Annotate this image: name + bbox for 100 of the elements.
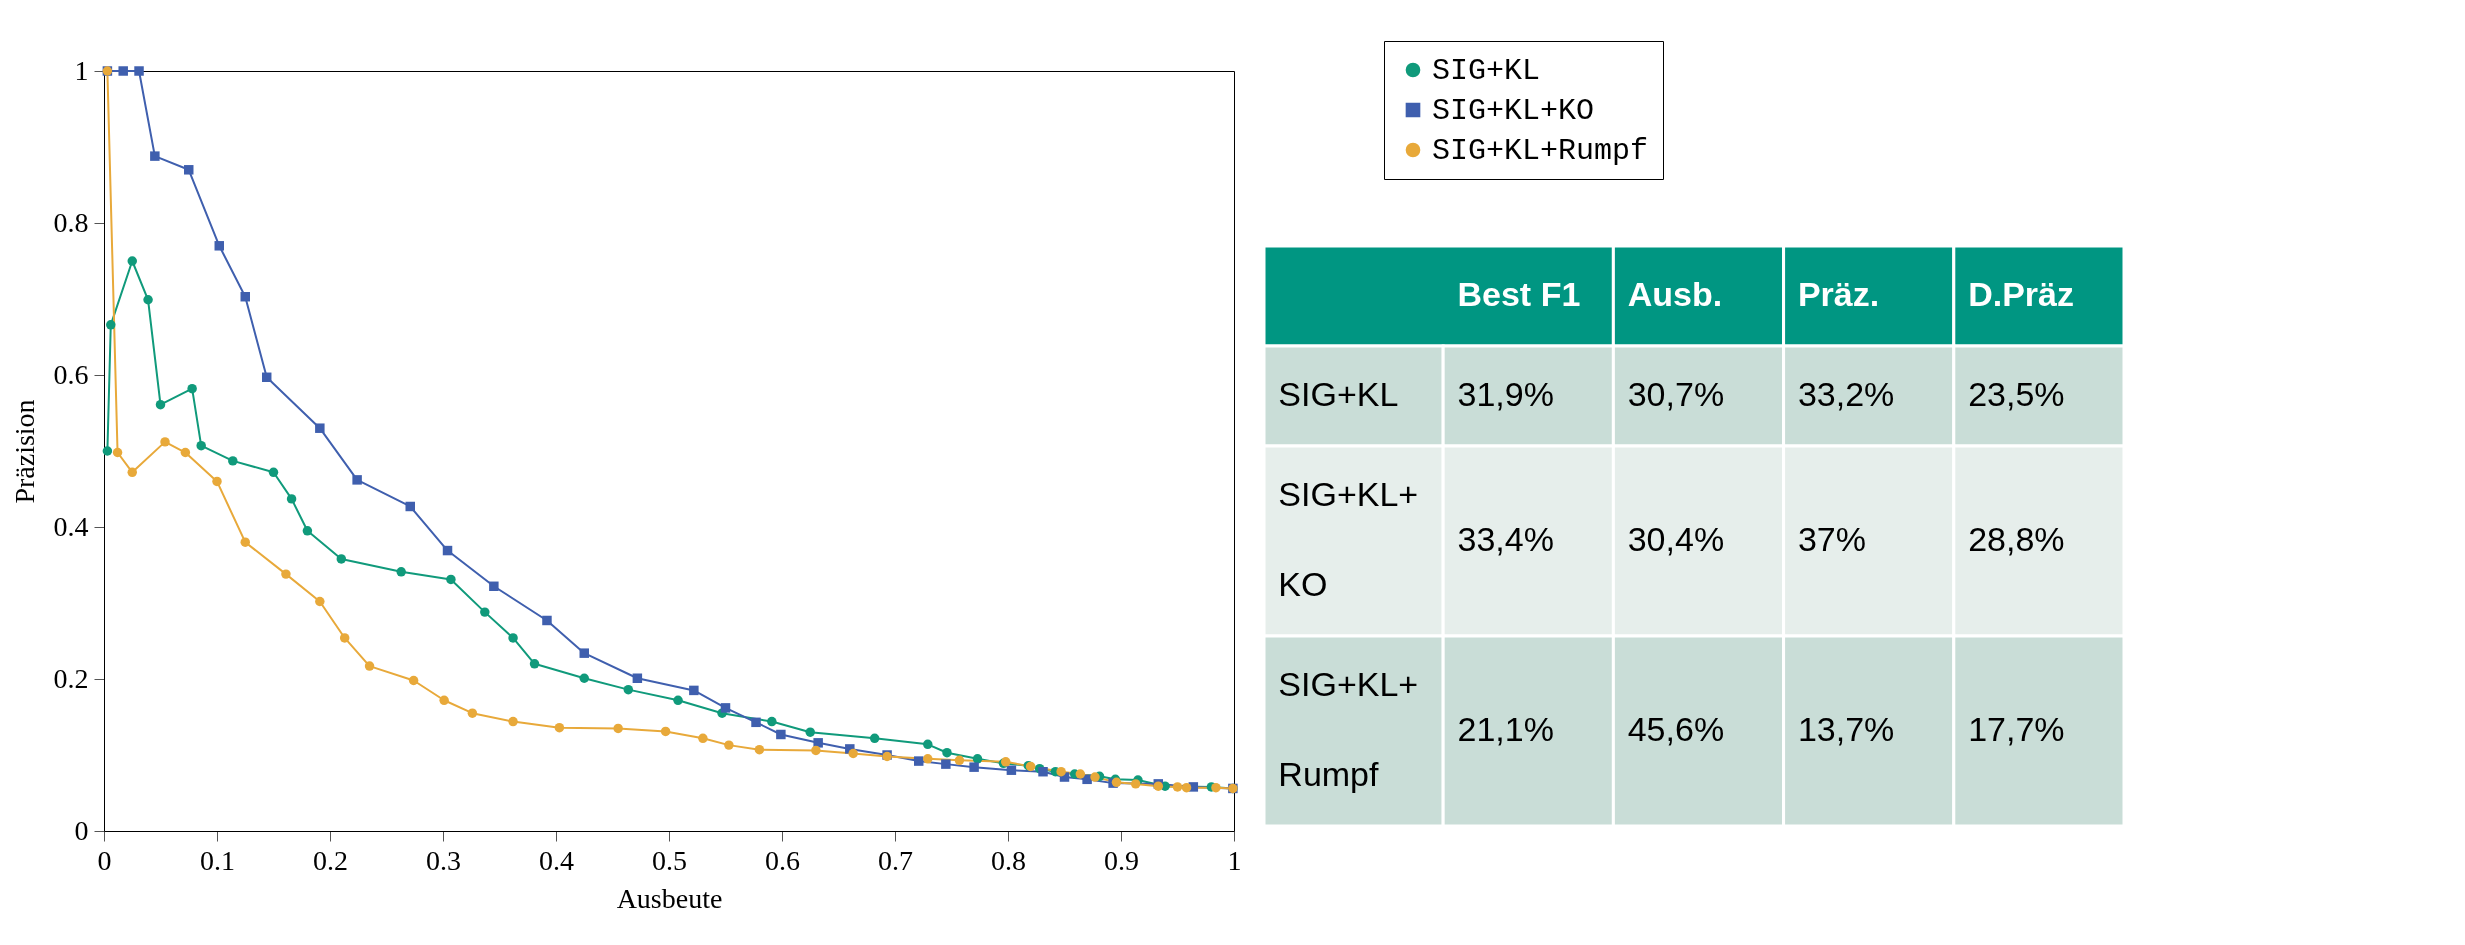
x-tick-label: 1: [1227, 844, 1242, 876]
x-tick-label: 0.4: [539, 844, 574, 876]
text: 21,1%: [1457, 710, 1554, 748]
point: [281, 569, 291, 579]
category-label: Best F1: [1457, 275, 1581, 313]
text: 17,7%: [1968, 710, 2065, 748]
legend-label: SIG+KL+KO: [1432, 94, 1595, 128]
point: [102, 446, 113, 456]
point: [1090, 772, 1100, 782]
category-label: Ausb.: [1627, 275, 1723, 313]
point: [811, 745, 821, 756]
text: 33,2%: [1797, 375, 1895, 413]
point: [579, 648, 589, 658]
point: [180, 447, 191, 458]
point: [196, 440, 206, 451]
x-tick-label: 0.6: [765, 844, 800, 876]
point: [240, 537, 250, 547]
text: 23,5%: [1968, 375, 2065, 413]
point: [724, 740, 734, 750]
category-label: Präz.: [1797, 275, 1880, 313]
point: [127, 467, 137, 478]
point: [660, 726, 671, 737]
legend-label: SIG+KL: [1432, 54, 1541, 88]
point: [467, 708, 478, 718]
point: [442, 545, 453, 556]
point: [720, 703, 731, 713]
point: [673, 695, 683, 706]
point: [150, 151, 160, 161]
point: [751, 717, 761, 728]
point: [698, 733, 708, 744]
point: [212, 476, 222, 487]
point: [396, 567, 406, 577]
y-tick-label: 0: [74, 814, 89, 846]
point: [969, 762, 979, 772]
point: [446, 574, 456, 585]
x-tick-label: 0.2: [313, 844, 348, 876]
point: [1181, 782, 1192, 793]
point: [579, 673, 589, 683]
x-tick-label: 0.7: [878, 844, 913, 876]
point: [112, 447, 123, 458]
point: [767, 716, 777, 727]
point: [268, 467, 279, 478]
point: [439, 695, 449, 706]
point: [941, 759, 951, 769]
x-tick-label: 0.5: [652, 844, 687, 876]
point: [127, 256, 137, 266]
point: [315, 423, 325, 433]
y-axis-title: Präzision: [8, 399, 40, 504]
point: [155, 399, 166, 410]
text: 30,4%: [1627, 520, 1725, 558]
point: [228, 456, 238, 466]
point: [869, 733, 880, 744]
text: 45,6%: [1627, 710, 1725, 748]
point: [480, 607, 490, 617]
point: [923, 754, 933, 764]
point: [754, 744, 765, 755]
point: [1172, 782, 1183, 792]
point: [1211, 782, 1221, 793]
category-label: SIG+KL: [1278, 375, 1399, 413]
y-tick-label: 0.8: [53, 206, 89, 238]
point: [689, 685, 699, 696]
point: [302, 526, 313, 536]
point: [529, 659, 540, 669]
point: [240, 291, 250, 302]
category-label: SIG+KL+Rumpf: [1278, 665, 1419, 793]
point: [923, 739, 933, 750]
point: [489, 581, 499, 592]
point: [352, 475, 362, 485]
y-tick-label: 0.6: [53, 358, 89, 390]
x-tick-label: 0.9: [1104, 844, 1139, 876]
point: [554, 722, 565, 733]
point: [118, 66, 128, 76]
point: [1038, 766, 1048, 777]
x-tick-label: 0.3: [426, 844, 461, 876]
text: 30,7%: [1627, 375, 1725, 413]
point: [160, 437, 170, 447]
point: [336, 554, 347, 564]
point: [1056, 766, 1066, 777]
text: 33,4%: [1457, 520, 1554, 558]
text: 31,9%: [1457, 375, 1554, 413]
point: [508, 633, 518, 643]
text: 13,7%: [1797, 710, 1895, 748]
y-tick-label: 1: [74, 54, 89, 86]
x-tick-label: 0: [97, 844, 112, 876]
point: [954, 755, 965, 766]
point: [143, 295, 153, 305]
point: [261, 372, 272, 383]
x-tick-label: 0.8: [991, 844, 1026, 876]
y-tick-label: 0.2: [53, 662, 89, 694]
legend-label: SIG+KL+Rumpf: [1432, 134, 1649, 168]
point: [364, 661, 375, 671]
point: [315, 596, 325, 607]
point: [405, 501, 415, 512]
point: [106, 320, 116, 330]
text: 37%: [1797, 520, 1866, 558]
point: [1075, 769, 1086, 779]
x-tick-label: 0.1: [200, 844, 235, 876]
point: [187, 383, 197, 394]
point: [1006, 765, 1017, 775]
point: [508, 716, 518, 727]
